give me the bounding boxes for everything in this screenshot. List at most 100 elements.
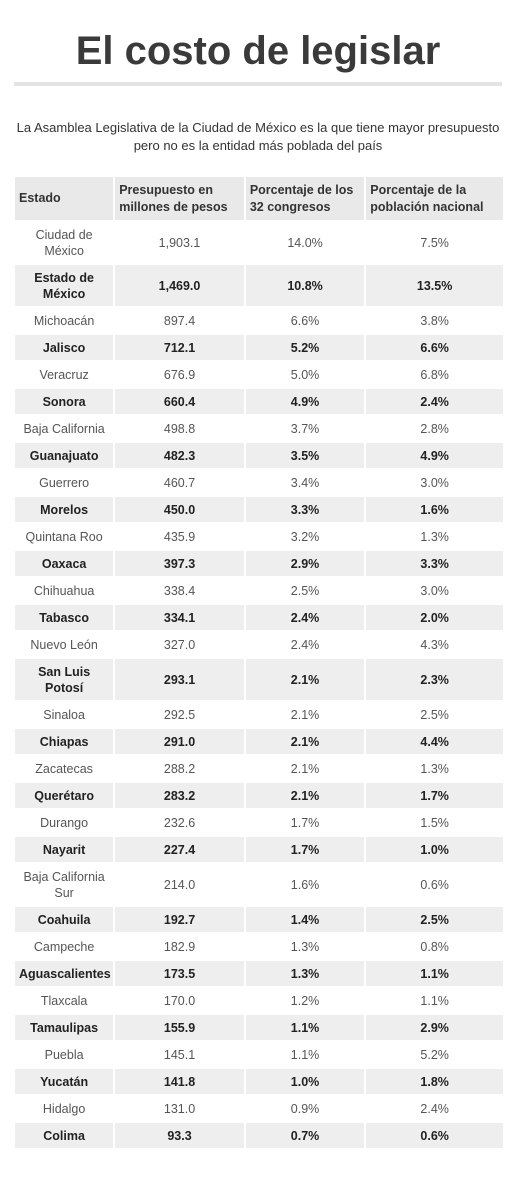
cell-estado: Guerrero	[39, 475, 90, 490]
cell-estado: Campeche	[33, 939, 95, 954]
cell-porcentaje-poblacion: 3.3%	[366, 551, 503, 576]
cell-porcentaje-congresos: 5.2%	[245, 335, 365, 360]
cell-porcentaje-poblacion: 1.7%	[366, 783, 503, 808]
cell-porcentaje-poblacion: 1.6%	[366, 497, 503, 522]
table-row: Coahuila 192.7 1.4% 2.5%	[15, 907, 503, 932]
cell-porcentaje-congresos: 4.9%	[245, 389, 365, 414]
table-row: Oaxaca 397.3 2.9% 3.3%	[15, 551, 503, 576]
cell-presupuesto: 338.4	[163, 583, 196, 598]
cell-estado: Sinaloa	[43, 707, 85, 722]
cell-estado: Jalisco	[15, 335, 114, 360]
cell-estado: Chiapas	[15, 729, 114, 754]
cell-estado: Aguascalientes	[15, 961, 114, 986]
cell-porcentaje-poblacion: 6.8%	[420, 367, 449, 382]
cell-porcentaje-poblacion: 7.5%	[420, 235, 449, 250]
cell-estado: Tabasco	[15, 605, 114, 630]
cell-porcentaje-congresos: 2.1%	[245, 659, 365, 700]
cell-estado: Guanajuato	[15, 443, 114, 468]
cell-porcentaje-congresos: 1.2%	[290, 993, 320, 1008]
cell-porcentaje-congresos: 3.4%	[290, 475, 320, 490]
cell-porcentaje-congresos: 3.2%	[290, 529, 320, 544]
table-row: Colima 93.3 0.7% 0.6%	[15, 1123, 503, 1148]
page-title: El costo de legislar	[75, 29, 441, 73]
cell-estado: Sonora	[15, 389, 114, 414]
cell-porcentaje-poblacion: 0.6%	[366, 1123, 503, 1148]
cell-presupuesto: 676.9	[163, 367, 196, 382]
cell-porcentaje-congresos: 2.4%	[290, 637, 320, 652]
cell-estado: Querétaro	[15, 783, 114, 808]
cell-porcentaje-poblacion: 4.3%	[420, 637, 449, 652]
cell-presupuesto: 498.8	[163, 421, 196, 436]
cell-estado: Ciudad de México	[35, 227, 93, 258]
cell-porcentaje-poblacion: 4.9%	[366, 443, 503, 468]
cell-porcentaje-poblacion: 2.9%	[366, 1015, 503, 1040]
cell-porcentaje-congresos: 2.1%	[245, 729, 365, 754]
cell-porcentaje-poblacion: 13.5%	[366, 265, 503, 306]
table-row: San Luis Potosí 293.1 2.1% 2.3%	[15, 659, 503, 700]
cell-porcentaje-poblacion: 1.8%	[366, 1069, 503, 1094]
cell-presupuesto: 227.4	[115, 837, 244, 862]
cell-presupuesto: 327.0	[163, 637, 196, 652]
cell-porcentaje-congresos: 3.3%	[245, 497, 365, 522]
cell-porcentaje-poblacion: 1.1%	[366, 961, 503, 986]
cell-porcentaje-poblacion: 1.0%	[366, 837, 503, 862]
title-divider	[14, 82, 502, 86]
cell-porcentaje-poblacion: 2.5%	[366, 907, 503, 932]
cell-porcentaje-congresos: 10.8%	[245, 265, 365, 306]
table-row: Morelos 450.0 3.3% 1.6%	[15, 497, 503, 522]
cell-presupuesto: 214.0	[163, 877, 196, 892]
header-estado: Estado	[15, 177, 114, 220]
cell-estado: Durango	[40, 815, 89, 830]
cell-estado: Colima	[15, 1123, 114, 1148]
cell-presupuesto: 182.9	[163, 939, 196, 954]
table-row: Zacatecas 288.2 2.1% 1.3%	[15, 756, 503, 781]
table-row: Aguascalientes 173.5 1.3% 1.1%	[15, 961, 503, 986]
table-row: Nuevo León 327.0 2.4% 4.3%	[15, 632, 503, 657]
table-row: Baja California Sur 214.0 1.6% 0.6%	[15, 864, 503, 905]
table-row: Durango 232.6 1.7% 1.5%	[15, 810, 503, 835]
cell-porcentaje-congresos: 0.9%	[290, 1101, 320, 1116]
cell-porcentaje-poblacion: 2.3%	[366, 659, 503, 700]
cell-presupuesto: 155.9	[115, 1015, 244, 1040]
cell-porcentaje-poblacion: 2.5%	[420, 707, 449, 722]
cell-estado: Michoacán	[33, 313, 95, 328]
table-header-row: Estado Presupuesto en millones de pesos …	[15, 177, 503, 220]
cell-presupuesto: 141.8	[115, 1069, 244, 1094]
cell-presupuesto: 131.0	[163, 1101, 196, 1116]
cell-porcentaje-congresos: 5.0%	[290, 367, 320, 382]
cell-porcentaje-poblacion: 1.3%	[420, 529, 449, 544]
cell-porcentaje-congresos: 0.7%	[245, 1123, 365, 1148]
table-row: Sonora 660.4 4.9% 2.4%	[15, 389, 503, 414]
table-row: Jalisco 712.1 5.2% 6.6%	[15, 335, 503, 360]
cell-presupuesto: 1,469.0	[115, 265, 244, 306]
cell-estado: Baja California Sur	[23, 869, 105, 900]
cell-presupuesto: 232.6	[163, 815, 196, 830]
cell-presupuesto: 288.2	[163, 761, 196, 776]
cell-porcentaje-poblacion: 1.3%	[420, 761, 449, 776]
cell-estado: Nayarit	[15, 837, 114, 862]
cell-porcentaje-congresos: 2.1%	[245, 783, 365, 808]
cell-porcentaje-poblacion: 1.5%	[420, 815, 449, 830]
cell-porcentaje-congresos: 2.4%	[245, 605, 365, 630]
cell-presupuesto: 712.1	[115, 335, 244, 360]
table-body: Ciudad de México 1,903.1 14.0% 7.5% Estado d…	[15, 222, 503, 1148]
table-row: Nayarit 227.4 1.7% 1.0%	[15, 837, 503, 862]
subtitle: La Asamblea Legislativa de la Ciudad de …	[16, 120, 500, 153]
cell-presupuesto: 292.5	[163, 707, 196, 722]
cell-porcentaje-poblacion: 3.0%	[420, 583, 449, 598]
cell-porcentaje-congresos: 14.0%	[287, 235, 323, 250]
cell-presupuesto: 660.4	[115, 389, 244, 414]
cell-presupuesto: 283.2	[115, 783, 244, 808]
cell-estado: San Luis Potosí	[15, 659, 114, 700]
cell-porcentaje-poblacion: 2.0%	[366, 605, 503, 630]
cell-porcentaje-congresos: 2.1%	[290, 761, 320, 776]
table-row: Baja California 498.8 3.7% 2.8%	[15, 416, 503, 441]
cell-estado: Tamaulipas	[15, 1015, 114, 1040]
table-row: Guerrero 460.7 3.4% 3.0%	[15, 470, 503, 495]
cell-porcentaje-poblacion: 6.6%	[366, 335, 503, 360]
cell-estado: Coahuila	[15, 907, 114, 932]
table-row: Michoacán 897.4 6.6% 3.8%	[15, 308, 503, 333]
table-row: Tlaxcala 170.0 1.2% 1.1%	[15, 988, 503, 1013]
cell-estado: Baja California	[23, 421, 105, 436]
cell-porcentaje-congresos: 2.5%	[290, 583, 320, 598]
